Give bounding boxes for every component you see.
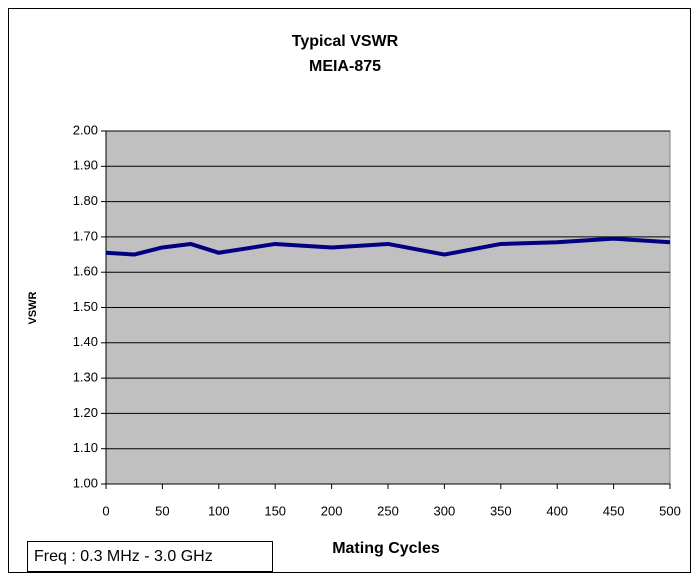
- annotation-box: [27, 541, 273, 572]
- x-tick-label: 500: [659, 503, 681, 518]
- y-tick-label: 1.30: [73, 370, 98, 385]
- x-tick-label: 450: [603, 503, 625, 518]
- annotation: Freq : 0.3 MHz - 3.0 GHz: [34, 548, 213, 565]
- y-tick-label: 1.80: [73, 193, 98, 208]
- data-line: [105, 236, 671, 257]
- chart-title: Typical VSWR: [292, 33, 399, 50]
- y-tick-label: 1.20: [73, 405, 98, 420]
- x-tick-label: 350: [490, 503, 512, 518]
- x-tick-label: 200: [321, 503, 343, 518]
- y-axis-title: VSWR: [27, 291, 39, 324]
- y-tick-label: 1.60: [73, 264, 98, 279]
- x-tick-label: 400: [546, 503, 568, 518]
- x-axis-title: Mating Cycles: [332, 540, 440, 557]
- y-tick-label: 2.00: [73, 122, 98, 137]
- y-tick-label: 1.00: [73, 475, 98, 490]
- x-tick-label: 150: [264, 503, 286, 518]
- y-tick-label: 1.40: [73, 334, 98, 349]
- x-tick-label: 250: [377, 503, 399, 518]
- y-tick-label: 1.50: [73, 299, 98, 314]
- x-tick-label: 300: [434, 503, 456, 518]
- y-tick-label: 1.90: [73, 158, 98, 173]
- y-tick-label: 1.70: [73, 228, 98, 243]
- y-tick-label: 1.10: [73, 440, 98, 455]
- x-tick-label: 50: [155, 503, 169, 518]
- x-tick-label: 100: [208, 503, 230, 518]
- chart-subtitle: MEIA-875: [309, 58, 381, 75]
- x-tick-label: 0: [102, 503, 109, 518]
